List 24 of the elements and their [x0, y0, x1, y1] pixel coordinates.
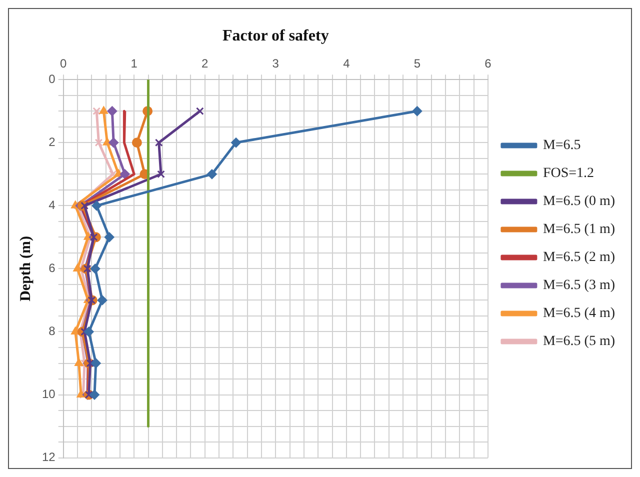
legend-label: M=6.5 (4 m): [542, 306, 616, 322]
y-tick-label: 6: [48, 261, 56, 276]
y-tick-label: 12: [42, 450, 56, 464]
x-axis-title: Factor of safety: [222, 28, 329, 45]
x-tick-label: 1: [130, 56, 138, 71]
legend-label: M=6.5 (1 m): [542, 222, 616, 238]
legend-label: M=6.5 (3 m): [542, 278, 616, 294]
x-tick-label: 2: [202, 56, 209, 71]
y-tick-label: 8: [48, 324, 56, 338]
x-tick-label: 5: [414, 56, 421, 71]
y-tick-label: 2: [48, 134, 56, 149]
y-tick-label: 10: [42, 387, 56, 402]
legend-label: FOS=1.2: [542, 166, 594, 182]
x-tick-label: 0: [60, 56, 68, 71]
x-tick-label: 3: [272, 56, 280, 71]
y-axis-title: Depth (m): [18, 236, 34, 302]
legend-label: M=6.5 (0 m): [542, 194, 616, 210]
x-tick-label: 4: [343, 56, 350, 71]
y-tick-label: 4: [48, 198, 56, 212]
x-tick-label: 6: [484, 56, 492, 71]
legend-label: M=6.5 (5 m): [542, 334, 616, 350]
legend-label: M=6.5: [542, 138, 581, 154]
y-tick-label: 0: [48, 72, 56, 86]
legend-label: M=6.5 (2 m): [542, 250, 616, 266]
